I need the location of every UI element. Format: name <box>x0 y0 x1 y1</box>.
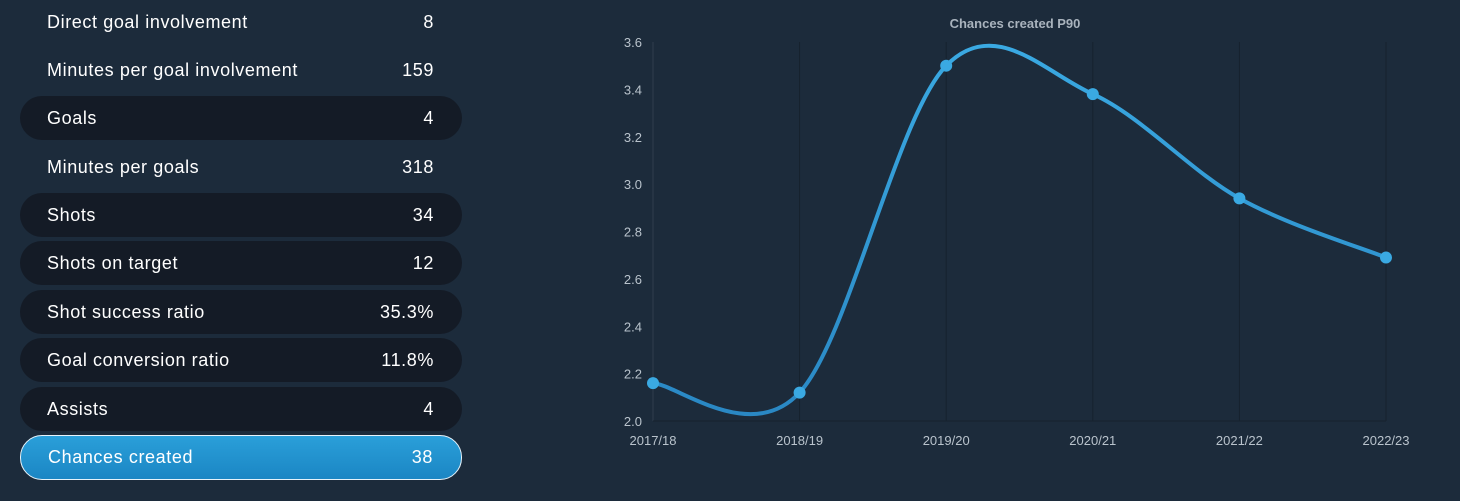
chart-panel: Chances created P90 2.0 2.2 2.4 2.6 2.8 3.0 3.… <box>600 0 1460 501</box>
stat-label: Chances created <box>48 447 194 467</box>
x-tick-label: 2021/22 <box>1216 433 1263 448</box>
stat-value: 35.3% <box>379 301 434 322</box>
y-tick-label: 2.4 <box>624 319 642 334</box>
y-tick-label: 3.0 <box>624 177 642 192</box>
data-point[interactable] <box>793 386 806 399</box>
chart-title: Chances created P90 <box>950 16 1081 31</box>
y-tick-label: 3.6 <box>624 35 642 50</box>
stat-value: 11.8% <box>381 349 434 370</box>
stat-row-minutes-per-goal-involvement[interactable]: Minutes per goal involvement 159 <box>20 48 462 92</box>
stat-label: Goal conversion ratio <box>47 349 230 370</box>
y-axis: 2.0 2.2 2.4 2.6 2.8 3.0 3.2 3.4 3.6 <box>624 35 642 429</box>
stat-value: 4 <box>423 107 434 128</box>
stat-label: Assists <box>47 398 109 419</box>
stat-label: Goals <box>47 107 98 128</box>
data-point[interactable] <box>1233 192 1246 205</box>
y-tick-label: 2.2 <box>624 367 642 382</box>
series-line <box>651 43 1388 417</box>
y-tick-label: 2.6 <box>624 272 642 287</box>
stat-label: Shot success ratio <box>47 301 205 322</box>
stat-label: Direct goal involvement <box>47 11 248 32</box>
y-tick-label: 2.8 <box>624 225 642 240</box>
stat-value: 8 <box>423 11 434 32</box>
data-points <box>647 59 1392 399</box>
y-tick-label: 2.0 <box>624 414 642 429</box>
y-tick-label: 3.2 <box>624 130 642 145</box>
stat-value: 159 <box>402 59 434 80</box>
series-line-layer <box>651 43 1388 417</box>
stat-label: Shots on target <box>47 252 179 273</box>
stat-row-minutes-per-goals[interactable]: Minutes per goals 318 <box>20 145 462 189</box>
data-point[interactable] <box>940 59 953 72</box>
y-tick-label: 3.4 <box>624 82 642 97</box>
stat-row-goal-conversion-ratio[interactable]: Goal conversion ratio 11.8% <box>20 338 462 382</box>
x-tick-label: 2019/20 <box>923 433 970 448</box>
stat-value: 12 <box>412 252 434 273</box>
stat-row-shots[interactable]: Shots 34 <box>20 193 462 237</box>
stat-label: Shots <box>47 204 97 225</box>
data-point[interactable] <box>1380 251 1392 264</box>
x-axis: 2017/18 2018/19 2019/20 2020/21 2021/22 2022/… <box>630 433 1410 448</box>
line-chart: Chances created P90 2.0 2.2 2.4 2.6 2.8 3.0 3.… <box>624 16 1410 448</box>
x-tick-label: 2017/18 <box>630 433 677 448</box>
x-tick-label: 2022/23 <box>1363 433 1410 448</box>
stat-row-direct-goal-involvement[interactable]: Direct goal involvement 8 <box>20 0 462 44</box>
stat-row-goals[interactable]: Goals 4 <box>20 96 462 140</box>
data-point[interactable] <box>1086 88 1099 101</box>
x-tick-label: 2020/21 <box>1069 433 1116 448</box>
chart-grid <box>652 42 1387 422</box>
stat-value: 34 <box>412 204 434 225</box>
x-tick-label: 2018/19 <box>776 433 823 448</box>
stat-value: 4 <box>423 398 434 419</box>
stat-value: 318 <box>402 156 434 177</box>
stat-row-assists[interactable]: Assists 4 <box>20 387 462 431</box>
stat-row-chances-created[interactable]: Chances created 38 <box>20 435 462 480</box>
stat-value: 38 <box>411 447 433 467</box>
data-point[interactable] <box>647 377 659 390</box>
stat-row-shot-success-ratio[interactable]: Shot success ratio 35.3% <box>20 290 462 334</box>
stats-panel: Direct goal involvement 8 Minutes per goal… <box>20 0 462 501</box>
stat-row-shots-on-target[interactable]: Shots on target 12 <box>20 241 462 285</box>
stat-label: Minutes per goals <box>47 156 200 177</box>
stat-label: Minutes per goal involvement <box>47 59 298 80</box>
